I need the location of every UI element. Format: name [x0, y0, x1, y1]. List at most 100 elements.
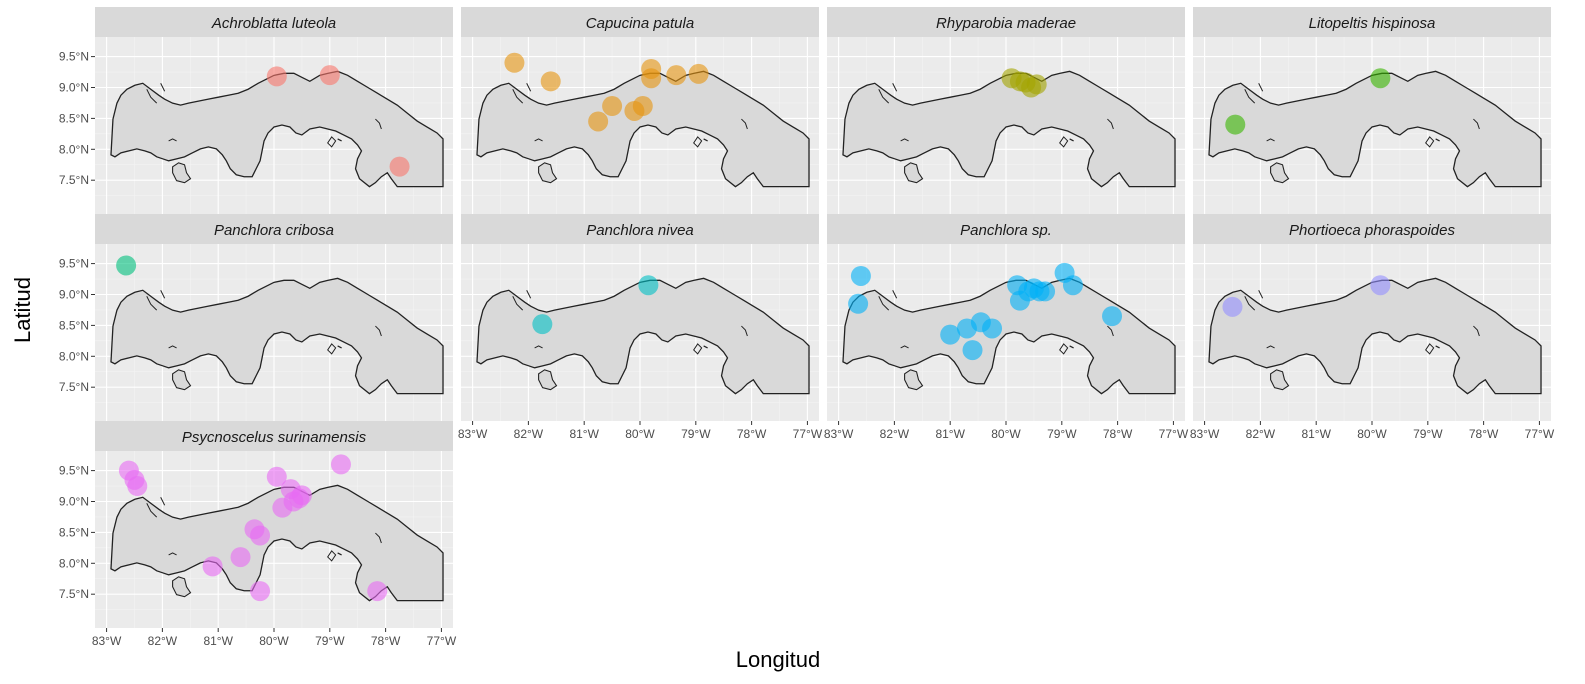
facet-panel: Panchlora sp. [827, 214, 1185, 421]
y-axes-layer: 7.5°N 8.0°N 8.5°N 9.0°N 9.5°N 7.5°N 8.0°N 8.5°N… [59, 50, 95, 601]
data-point [1062, 275, 1083, 296]
data-point [588, 111, 609, 132]
facet-strip [827, 214, 1185, 244]
x-tick-label: 82°W [880, 427, 910, 441]
x-tick-label: 80°W [625, 427, 655, 441]
facet-strip [461, 7, 819, 37]
x-axes-layer: 83°W 82°W 81°W 80°W 79°W 78°W 77°W 83°W 82°W 81°W… [92, 421, 1555, 648]
data-point [688, 63, 709, 84]
data-point [1225, 114, 1246, 135]
data-point [330, 454, 351, 475]
facet-panel: Achroblatta luteola [95, 7, 453, 214]
data-point [666, 65, 687, 86]
x-tick-label: 78°W [371, 634, 401, 648]
x-tick-label: 79°W [315, 634, 345, 648]
data-point [266, 66, 287, 87]
x-tick-label: 82°W [1246, 427, 1276, 441]
x-tick-label: 80°W [1357, 427, 1387, 441]
facet-strip-label: Achroblatta luteola [211, 15, 336, 32]
x-tick-label: 78°W [1103, 427, 1133, 441]
y-tick-label: 9.5°N [59, 464, 89, 478]
y-tick-label: 8.0°N [59, 349, 89, 363]
x-tick-label: 77°W [1159, 427, 1189, 441]
data-point [1026, 74, 1047, 95]
data-point [389, 156, 410, 177]
x-tick-label: 78°W [1469, 427, 1499, 441]
data-point [632, 96, 653, 117]
y-tick-label: 9.0°N [59, 287, 89, 301]
x-tick-label: 79°W [1047, 427, 1077, 441]
panels-layer: Achroblatta luteola Capucina patula Rhypar… [95, 7, 1551, 628]
data-point [230, 547, 251, 568]
data-point [266, 466, 287, 487]
facet-strip-label: Rhyparobia maderae [936, 15, 1076, 32]
y-tick-label: 9.5°N [59, 50, 89, 64]
x-tick-label: 77°W [793, 427, 823, 441]
x-tick-label: 81°W [569, 427, 599, 441]
data-point [504, 52, 525, 73]
data-point [602, 96, 623, 117]
facet-strip-label: Psycnoscelus surinamensis [182, 429, 367, 446]
x-tick-label: 83°W [824, 427, 854, 441]
y-tick-label: 8.0°N [59, 142, 89, 156]
facet-strip [95, 214, 453, 244]
y-tick-label: 8.0°N [59, 556, 89, 570]
facet-strip-label: Panchlora nivea [586, 222, 694, 239]
data-point [1370, 68, 1391, 89]
y-tick-label: 9.5°N [59, 257, 89, 271]
x-tick-label: 77°W [427, 634, 457, 648]
y-tick-label: 8.5°N [59, 525, 89, 539]
facet-strip [1193, 214, 1551, 244]
x-tick-label: 81°W [1301, 427, 1331, 441]
y-axis-title: Latitud [10, 277, 35, 343]
x-tick-label: 82°W [514, 427, 544, 441]
x-tick-label: 82°W [148, 634, 178, 648]
data-point [291, 485, 312, 506]
facet-strip [1193, 7, 1551, 37]
facet-strip-label: Panchlora cribosa [214, 222, 334, 239]
data-point [848, 293, 869, 314]
x-tick-label: 79°W [681, 427, 711, 441]
facet-panel: Panchlora cribosa [95, 214, 453, 421]
x-tick-label: 80°W [259, 634, 289, 648]
x-tick-label: 83°W [1190, 427, 1220, 441]
data-point [540, 71, 561, 92]
facet-panel: Panchlora nivea [461, 214, 819, 421]
x-tick-label: 78°W [737, 427, 767, 441]
y-tick-label: 7.5°N [59, 380, 89, 394]
x-axis-title: Longitud [736, 647, 820, 672]
data-point [202, 556, 223, 577]
y-tick-label: 8.5°N [59, 111, 89, 125]
x-tick-label: 83°W [458, 427, 488, 441]
facet-strip [827, 7, 1185, 37]
y-tick-label: 7.5°N [59, 587, 89, 601]
y-tick-label: 9.0°N [59, 494, 89, 508]
data-point [982, 318, 1003, 339]
facet-panel: Rhyparobia maderae [827, 7, 1185, 214]
data-point [1222, 296, 1243, 317]
facet-panel: Litopeltis hispinosa [1193, 7, 1551, 214]
x-tick-label: 81°W [203, 634, 233, 648]
data-point [1102, 306, 1123, 327]
data-point [250, 525, 271, 546]
data-point [319, 65, 340, 86]
data-point [116, 255, 137, 276]
data-point [1035, 281, 1056, 302]
data-point [367, 581, 388, 602]
data-point [641, 58, 662, 79]
data-point [850, 265, 871, 286]
facet-strip-label: Litopeltis hispinosa [1309, 15, 1436, 32]
facet-panel: Phortioeca phoraspoides [1193, 214, 1551, 421]
x-tick-label: 79°W [1413, 427, 1443, 441]
y-tick-label: 7.5°N [59, 173, 89, 187]
x-tick-label: 77°W [1525, 427, 1555, 441]
facet-strip [95, 7, 453, 37]
y-tick-label: 9.0°N [59, 80, 89, 94]
facet-panel: Psycnoscelus surinamensis [95, 421, 453, 628]
facet-strip-label: Capucina patula [586, 15, 694, 32]
data-point [962, 340, 983, 361]
data-point [638, 275, 659, 296]
facet-strip [461, 214, 819, 244]
data-point [127, 476, 148, 497]
